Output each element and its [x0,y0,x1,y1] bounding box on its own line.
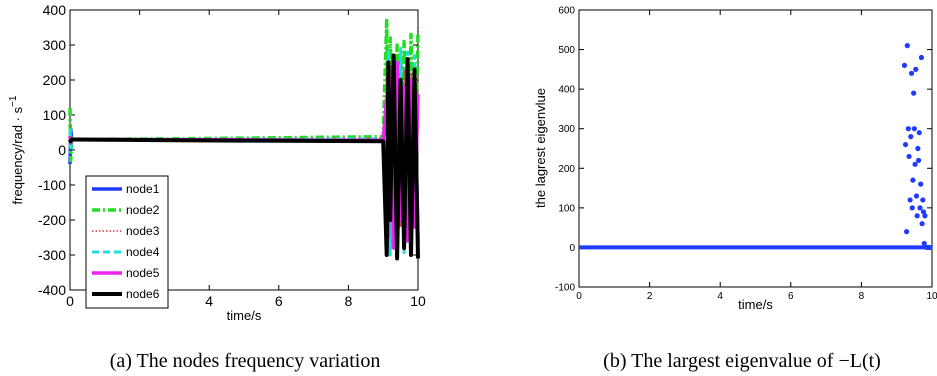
x-tick-label: 0 [66,293,74,309]
scatter-point [908,70,915,76]
x-tick-label: 6 [275,293,283,309]
scatter-point [904,43,910,49]
scatter-point [905,126,911,132]
chart-b: 0 2 4 6 8 10-1000100200300400500600time/sthe … [533,6,937,313]
x-tick-label: 4 [717,291,723,302]
y-tick-label: -200 [38,212,66,228]
y-tick-label: 300 [43,37,67,53]
y-tick-label: 500 [558,45,575,56]
x-axis-label: time/s [738,297,773,312]
caption-b: (b) The largest eigenvalue of −L(t) [603,350,881,372]
y-tick-label: 200 [43,72,67,88]
scatter-point [910,177,916,183]
scatter-point [927,244,933,251]
scatter-point [920,197,926,203]
scatter-point [913,193,920,199]
y-tick-label: 300 [558,124,575,135]
scatter-point [907,197,913,203]
scatter-point [915,157,922,163]
chart-a: 0246810-400-300-200-1000100200300400time… [8,2,426,323]
scatter-point [922,213,928,219]
scatter-point [902,141,909,148]
y-tick-label: -100 [555,283,575,294]
legend-label: node6 [126,287,160,301]
legend-label: node5 [126,266,160,280]
scatter-point [906,153,912,160]
y-tick-label: -300 [38,247,66,263]
y-tick-label: 400 [558,85,575,96]
y-tick-label: 200 [558,164,575,175]
scatter-point [901,62,908,68]
x-tick-label: 10 [926,291,937,302]
legend-box [85,175,169,309]
x-tick-label: 8 [345,293,353,309]
y-tick-label: 100 [558,203,575,214]
plot-frame [578,9,933,288]
x-tick-label: 10 [410,293,426,309]
legend-label: node4 [126,245,160,259]
scatter-point [921,240,927,247]
y-tick-label: -400 [38,282,66,298]
scatter-point [912,161,918,167]
scatter-point [918,181,924,187]
scatter-point [913,66,919,72]
scatter-point [918,54,925,61]
x-tick-label: 4 [205,293,213,309]
y-tick-label: 100 [43,107,67,123]
scatter-point [919,221,925,227]
y-tick-label: 400 [43,2,67,18]
x-tick-label: 0 [576,291,582,302]
series-line-node6 [68,53,420,261]
y-axis-label: the lagrest eigenvlue [533,88,548,208]
y-tick-label: 0 [58,142,66,158]
scatter-point [911,126,917,132]
scatter-point [903,229,910,235]
scatter-point [915,145,921,152]
y-axis-label-main: frequency/rad · s [10,106,25,204]
x-axis-label: time/s [227,308,262,323]
legend-label: node3 [126,224,160,238]
y-tick-label: -100 [38,177,66,193]
x-tick-label: 2 [647,291,653,302]
scatter-point [920,209,927,215]
y-tick-label: 600 [558,6,575,17]
legend-label: node2 [126,203,160,217]
y-tick-label: 0 [569,243,575,254]
x-tick-label: 8 [859,291,865,302]
scatter-point [914,213,920,219]
y-axis-label: frequency/rad · s−1 [8,95,25,204]
scatter-point [916,130,922,136]
y-axis-label-superscript: −1 [8,95,19,107]
caption-a: (a) The nodes frequency variation [110,350,381,372]
legend-label: node1 [126,182,160,196]
scatter-point [908,134,914,140]
scatter-point [917,205,923,211]
x-tick-label: 6 [788,291,794,302]
scatter-point [909,205,915,211]
scatter-point [911,90,917,96]
